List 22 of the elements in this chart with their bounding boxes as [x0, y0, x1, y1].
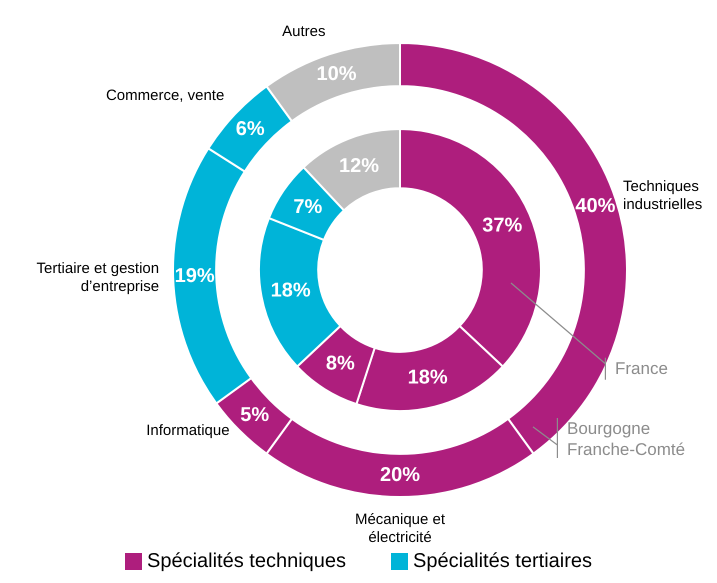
text: Spécialités techniques: [147, 550, 346, 573]
data-label: 8%: [326, 352, 355, 375]
data-label: 18%: [270, 279, 311, 302]
slice-label: Mécanique et électricité: [354, 511, 446, 547]
slice-label: Autres: [281, 22, 326, 41]
data-label: 7%: [293, 196, 323, 218]
data-label: 18%: [408, 366, 448, 388]
slice-label: Tertiaire et gestion d’entreprise: [36, 260, 160, 296]
slice-label: Informatique: [145, 422, 230, 440]
data-label: 6%: [236, 118, 265, 140]
data-label: 5%: [240, 404, 270, 426]
text: Spécialités tertiaires: [413, 550, 592, 573]
data-label: 37%: [482, 214, 522, 236]
slice-label: Techniques industrielles: [623, 178, 704, 214]
data-label: 12%: [338, 154, 380, 177]
data-label: 10%: [316, 63, 357, 86]
data-label: 20%: [380, 464, 420, 486]
slice-label: Bourgogne Franche-Comté: [567, 418, 686, 460]
data-label: 40%: [575, 195, 616, 218]
slice-label: Commerce, vente: [104, 87, 224, 106]
slice-label: France: [615, 358, 669, 379]
data-label: 19%: [174, 264, 215, 287]
